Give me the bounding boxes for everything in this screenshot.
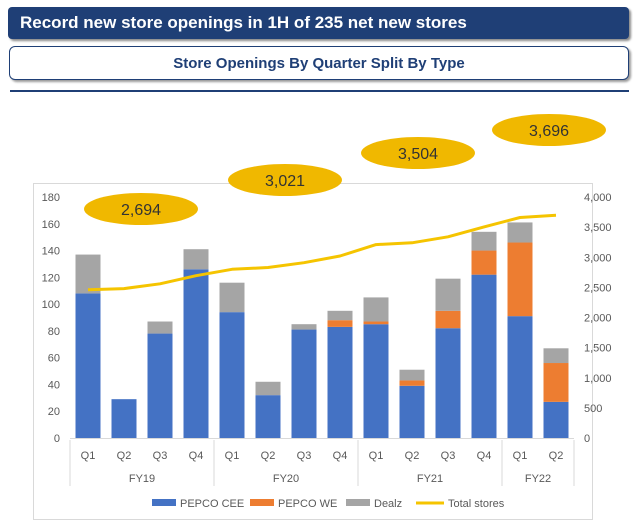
x-tick-label: Q3 bbox=[153, 450, 168, 462]
x-tick-label: Q2 bbox=[261, 450, 276, 462]
bar-pepco-we bbox=[507, 242, 533, 317]
bar-pepco-cee bbox=[327, 326, 353, 438]
bar-dealz bbox=[327, 310, 353, 321]
total-stores-bubble bbox=[492, 114, 606, 146]
y-right-tick-label: 2,000 bbox=[584, 313, 612, 325]
y-left-tick-label: 40 bbox=[48, 379, 60, 391]
bar-dealz bbox=[255, 381, 281, 396]
bar-pepco-cee bbox=[255, 395, 281, 438]
bar-dealz bbox=[291, 324, 317, 330]
x-tick-label: Q4 bbox=[477, 450, 492, 462]
x-group-label: FY19 bbox=[129, 473, 155, 485]
x-tick-label: Q3 bbox=[297, 450, 312, 462]
legend-pepco-cee-swatch bbox=[152, 499, 176, 506]
y-left-tick-label: 60 bbox=[48, 353, 60, 365]
x-group-label: FY21 bbox=[417, 473, 443, 485]
total-stores-bubble bbox=[228, 164, 342, 196]
bar-pepco-cee bbox=[435, 328, 461, 438]
bar-pepco-cee bbox=[399, 385, 425, 438]
bar-pepco-cee bbox=[291, 329, 317, 438]
x-tick-label: Q2 bbox=[405, 450, 420, 462]
header-divider bbox=[10, 90, 629, 92]
legend-dealz-label: Dealz bbox=[374, 498, 402, 510]
legend-total-stores-label: Total stores bbox=[448, 498, 505, 510]
bar-dealz bbox=[471, 231, 497, 251]
legend-pepco-cee-label: PEPCO CEE bbox=[180, 498, 244, 510]
y-left-tick-label: 180 bbox=[42, 192, 60, 204]
bar-pepco-we bbox=[435, 310, 461, 329]
y-left-tick-label: 0 bbox=[54, 433, 60, 445]
bar-dealz bbox=[507, 222, 533, 243]
bar-dealz bbox=[435, 278, 461, 311]
x-tick-label: Q1 bbox=[81, 450, 96, 462]
x-tick-label: Q2 bbox=[117, 450, 132, 462]
bar-dealz bbox=[363, 297, 389, 322]
bar-pepco-cee bbox=[183, 269, 209, 438]
x-group-label: FY22 bbox=[525, 473, 551, 485]
x-group-label: FY20 bbox=[273, 473, 299, 485]
x-tick-label: Q2 bbox=[549, 450, 564, 462]
bar-pepco-cee bbox=[75, 293, 101, 438]
chart-subtitle: Store Openings By Quarter Split By Type bbox=[9, 46, 629, 80]
bar-pepco-cee bbox=[111, 399, 137, 438]
y-right-tick-label: 0 bbox=[584, 433, 590, 445]
y-left-tick-label: 120 bbox=[42, 272, 60, 284]
y-right-tick-label: 500 bbox=[584, 403, 602, 415]
bar-pepco-cee bbox=[471, 274, 497, 438]
y-right-tick-label: 4,000 bbox=[584, 192, 612, 204]
bar-pepco-cee bbox=[363, 324, 389, 438]
legend-pepco-we-label: PEPCO WE bbox=[278, 498, 337, 510]
total-stores-bubble-label: 3,696 bbox=[529, 123, 569, 140]
bar-dealz bbox=[75, 254, 101, 294]
total-stores-bubble-label: 3,504 bbox=[398, 146, 438, 163]
x-tick-label: Q1 bbox=[225, 450, 240, 462]
bar-dealz bbox=[147, 321, 173, 334]
y-right-tick-label: 2,500 bbox=[584, 282, 612, 294]
bar-dealz bbox=[183, 249, 209, 270]
bar-pepco-cee bbox=[219, 312, 245, 438]
bar-pepco-we bbox=[471, 250, 497, 275]
x-tick-label: Q3 bbox=[441, 450, 456, 462]
legend-dealz-swatch bbox=[346, 499, 370, 506]
bar-pepco-we bbox=[543, 363, 569, 402]
legend-pepco-we-swatch bbox=[250, 499, 274, 506]
bar-pepco-cee bbox=[507, 316, 533, 438]
bar-pepco-cee bbox=[147, 333, 173, 438]
x-tick-label: Q4 bbox=[333, 450, 348, 462]
bar-pepco-we bbox=[363, 321, 389, 325]
bar-dealz bbox=[543, 348, 569, 364]
bar-pepco-cee bbox=[543, 401, 569, 438]
total-stores-line bbox=[87, 213, 557, 292]
bar-dealz bbox=[219, 282, 245, 313]
y-right-tick-label: 1,000 bbox=[584, 373, 612, 385]
bar-pepco-we bbox=[327, 320, 353, 327]
y-right-tick-label: 1,500 bbox=[584, 343, 612, 355]
total-stores-bubble bbox=[361, 137, 475, 169]
total-stores-bubble-label: 3,021 bbox=[265, 173, 305, 190]
x-tick-label: Q1 bbox=[513, 450, 528, 462]
x-tick-label: Q4 bbox=[189, 450, 204, 462]
y-right-tick-label: 3,500 bbox=[584, 222, 612, 234]
x-tick-label: Q1 bbox=[369, 450, 384, 462]
bar-pepco-we bbox=[399, 380, 425, 386]
y-right-tick-label: 3,000 bbox=[584, 252, 612, 264]
bar-dealz bbox=[399, 369, 425, 381]
y-left-tick-label: 20 bbox=[48, 406, 60, 418]
total-stores-bubble bbox=[84, 193, 198, 225]
y-left-tick-label: 80 bbox=[48, 326, 60, 338]
total-stores-bubble-label: 2,694 bbox=[121, 202, 161, 219]
page-title: Record new store openings in 1H of 235 n… bbox=[8, 7, 629, 39]
y-left-tick-label: 160 bbox=[42, 219, 60, 231]
y-left-tick-label: 100 bbox=[42, 299, 60, 311]
y-left-tick-label: 140 bbox=[42, 246, 60, 258]
